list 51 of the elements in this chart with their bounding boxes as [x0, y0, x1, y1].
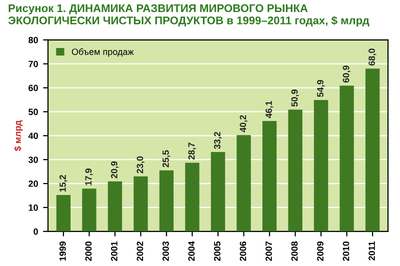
text: 54,9	[317, 80, 325, 97]
x-tick-label: 2006	[240, 241, 246, 261]
text: 23,0	[136, 156, 144, 174]
y-tick-label: 60	[28, 84, 38, 92]
x-tick-label: 2008	[291, 241, 298, 261]
bar	[236, 135, 251, 232]
y-tick-label: 30	[28, 156, 38, 163]
text: 68,0	[368, 48, 376, 66]
y-tick-label: 20	[28, 180, 38, 187]
y-tick-label: 10	[28, 204, 38, 211]
chart-title: Рисунок 1. ДИНАМИКА РАЗВИТИЯ МИРОВОГО РЫНКА ЭКОЛОГИЧЕСКИ ЧИСТЫХ ПРОДУКТОВ в 1999–2011 годах, $ млрд	[8, 4, 370, 27]
y-tick-label: 70	[28, 60, 38, 68]
x-tick-label: 2007	[266, 242, 272, 261]
text: 28,7	[188, 142, 196, 160]
text: 40,2	[240, 115, 248, 132]
text: 20,9	[111, 161, 119, 178]
bar	[314, 100, 328, 232]
bar	[185, 162, 200, 232]
bar	[108, 181, 122, 232]
text: 17,9	[85, 168, 93, 186]
x-tick-label: 2010	[342, 242, 350, 261]
x-tick-label: 2004	[188, 241, 195, 261]
y-tick-label: 0	[34, 228, 38, 235]
x-tick-label: 2005	[214, 241, 220, 261]
x-tick-label: 2001	[111, 241, 118, 261]
bar	[82, 188, 96, 232]
legend-label: Объем продаж	[72, 48, 134, 57]
bar	[56, 195, 71, 232]
x-tick-label: 2011	[368, 241, 375, 260]
y-tick-label: 80	[28, 36, 38, 44]
x-tick-label: 2000	[85, 242, 92, 261]
text: 60,9	[342, 66, 351, 83]
bar	[159, 170, 174, 232]
bar	[340, 86, 354, 232]
x-tick-label: 2002	[136, 242, 144, 261]
x-tick-label: 1999	[59, 241, 66, 261]
bar	[134, 176, 148, 232]
text: 25,5	[162, 150, 170, 168]
bar	[210, 152, 226, 232]
x-tick-label: 2009	[317, 241, 324, 261]
text: 50,9	[291, 90, 300, 107]
bar	[288, 110, 302, 232]
text: 46,1	[266, 100, 274, 118]
y-axis-title: $ млрд	[14, 120, 23, 152]
x-tick-label: 2003	[162, 241, 169, 261]
y-tick-label: 50	[28, 108, 38, 116]
y-tick-label: 40	[28, 132, 38, 140]
text: 33,2	[214, 132, 222, 149]
bar	[365, 68, 380, 232]
text: 15,2	[59, 175, 68, 192]
bar	[262, 121, 277, 232]
